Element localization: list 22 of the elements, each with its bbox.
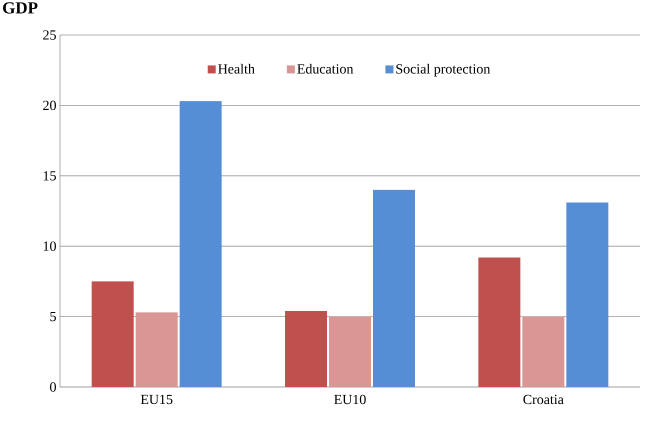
y-tick-label: 15: [44, 171, 56, 180]
chart-title: GDP: [3, 2, 38, 14]
legend-label: Health: [218, 64, 255, 74]
y-tick-label: 25: [43, 30, 56, 40]
bar: [522, 316, 564, 387]
bar: [92, 281, 134, 387]
x-tick-label: EU10: [334, 394, 366, 404]
legend-label: Social protection: [396, 64, 490, 76]
y-tick-label: 10: [44, 241, 56, 251]
bar: [478, 257, 520, 387]
legend-label: Education: [297, 64, 354, 74]
x-tick-label: Croatia: [523, 394, 564, 404]
bar: [285, 310, 328, 387]
y-tick-label: 20: [43, 100, 56, 110]
y-tick-label: 5: [50, 312, 56, 322]
y-tick-label: 0: [50, 382, 56, 392]
x-tick-label: EU15: [140, 394, 172, 404]
bar: [136, 312, 178, 387]
bar: [329, 316, 372, 387]
bar: [180, 101, 222, 387]
bar: [566, 202, 608, 387]
bar: [373, 190, 415, 387]
